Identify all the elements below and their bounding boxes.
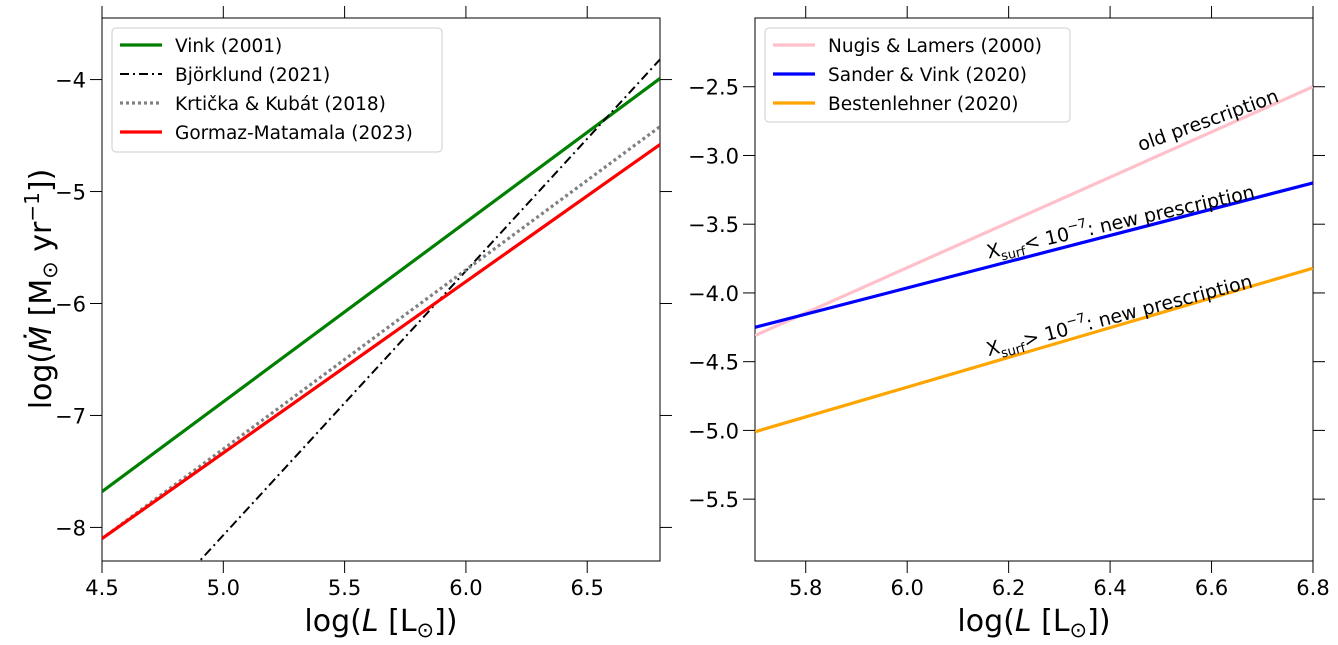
right-legend: Nugis & Lamers (2000) Sander & Vink (2020… <box>764 27 1071 123</box>
left-x-tick-label: 6.0 <box>449 576 482 600</box>
left-y-axis-label: log(Ṁ [M⊙ yr−1]) <box>20 169 62 410</box>
right-x-tick-label: 5.8 <box>789 576 822 600</box>
left-x-tick-label: 5.0 <box>207 576 240 600</box>
right-y-tick-label: −2.5 <box>688 76 739 100</box>
left-series-line-1 <box>198 58 660 561</box>
right-y-tick-label: −3.0 <box>688 144 739 168</box>
right-x-tick-label: 6.0 <box>890 576 923 600</box>
left-legend-label-0: Vink (2001) <box>175 36 282 57</box>
left-series-line-3 <box>102 143 660 540</box>
left-y-tick-label: −6 <box>55 292 86 316</box>
right-x-tick-label: 6.6 <box>1195 576 1228 600</box>
left-legend-label-2: Krtička & Kubát (2018) <box>175 94 386 115</box>
left-x-axis-label: log(L [L⊙]) <box>304 604 457 642</box>
left-x-tick-label: 5.5 <box>328 576 361 600</box>
right-x-tick-label: 6.4 <box>1093 576 1126 600</box>
left-y-tick-label: −7 <box>55 404 86 428</box>
right-series-line-1 <box>755 181 1313 329</box>
left-legend-label-1: Björklund (2021) <box>175 65 330 86</box>
left-series-line-0 <box>102 77 660 493</box>
right-y-tick-label: −3.5 <box>688 213 739 237</box>
left-x-tick-label: 6.5 <box>571 576 604 600</box>
right-x-tick-label: 6.8 <box>1296 576 1329 600</box>
left-series-line-2 <box>102 125 660 540</box>
right-plot-frame <box>754 17 1314 562</box>
left-y-tick-label: −5 <box>55 181 86 205</box>
right-y-tick-label: −5.5 <box>688 488 739 512</box>
right-series-lines <box>755 85 1313 434</box>
right-x-tick-label: 6.2 <box>992 576 1025 600</box>
right-annotations: old prescription Xsurf< 10−7: new prescri… <box>983 85 1282 365</box>
left-legend: Vink (2001) Björklund (2021) Krtička & Kub… <box>111 27 443 153</box>
left-ticks: 4.5 5.0 5.5 6.0 6.5 −8 −7 −6 −5 −4 <box>55 6 672 600</box>
left-y-tick-label: −8 <box>55 516 86 540</box>
right-legend-label-1: Sander & Vink (2020) <box>828 65 1027 86</box>
left-legend-label-3: Gormaz-Matamala (2023) <box>175 123 413 144</box>
left-plot-frame <box>101 17 661 562</box>
annotation-2: Xsurf> 10−7: new prescription <box>983 268 1256 365</box>
right-legend-box <box>764 27 1071 123</box>
annotation-0: old prescription <box>1135 85 1282 156</box>
right-x-axis-label: log(L [L⊙]) <box>957 604 1110 642</box>
left-panel: 4.5 5.0 5.5 6.0 6.5 −8 −7 −6 −5 −4 Vink (2001) Bjö… <box>20 6 672 642</box>
left-series-lines <box>102 58 660 561</box>
right-panel: 5.8 6.0 6.2 6.4 6.6 6.8 −5.5 −5.0 −4.5 −4.0 −3.5 −3… <box>688 6 1330 642</box>
left-y-tick-label: −4 <box>55 69 86 93</box>
left-legend-box <box>111 27 443 153</box>
right-ticks: 5.8 6.0 6.2 6.4 6.6 6.8 −5.5 −5.0 −4.5 −4.0 −3.5 −3… <box>688 6 1330 600</box>
right-legend-label-2: Bestenlehner (2020) <box>828 94 1018 115</box>
left-x-tick-label: 4.5 <box>85 576 118 600</box>
right-y-tick-label: −4.0 <box>688 282 739 306</box>
right-series-line-2 <box>755 266 1313 434</box>
right-y-tick-label: −5.0 <box>688 419 739 443</box>
right-series-line-0 <box>755 85 1313 338</box>
right-legend-label-0: Nugis & Lamers (2000) <box>828 36 1042 57</box>
annotation-1: Xsurf< 10−7: new prescription <box>984 178 1258 267</box>
right-y-tick-label: −4.5 <box>688 351 739 375</box>
